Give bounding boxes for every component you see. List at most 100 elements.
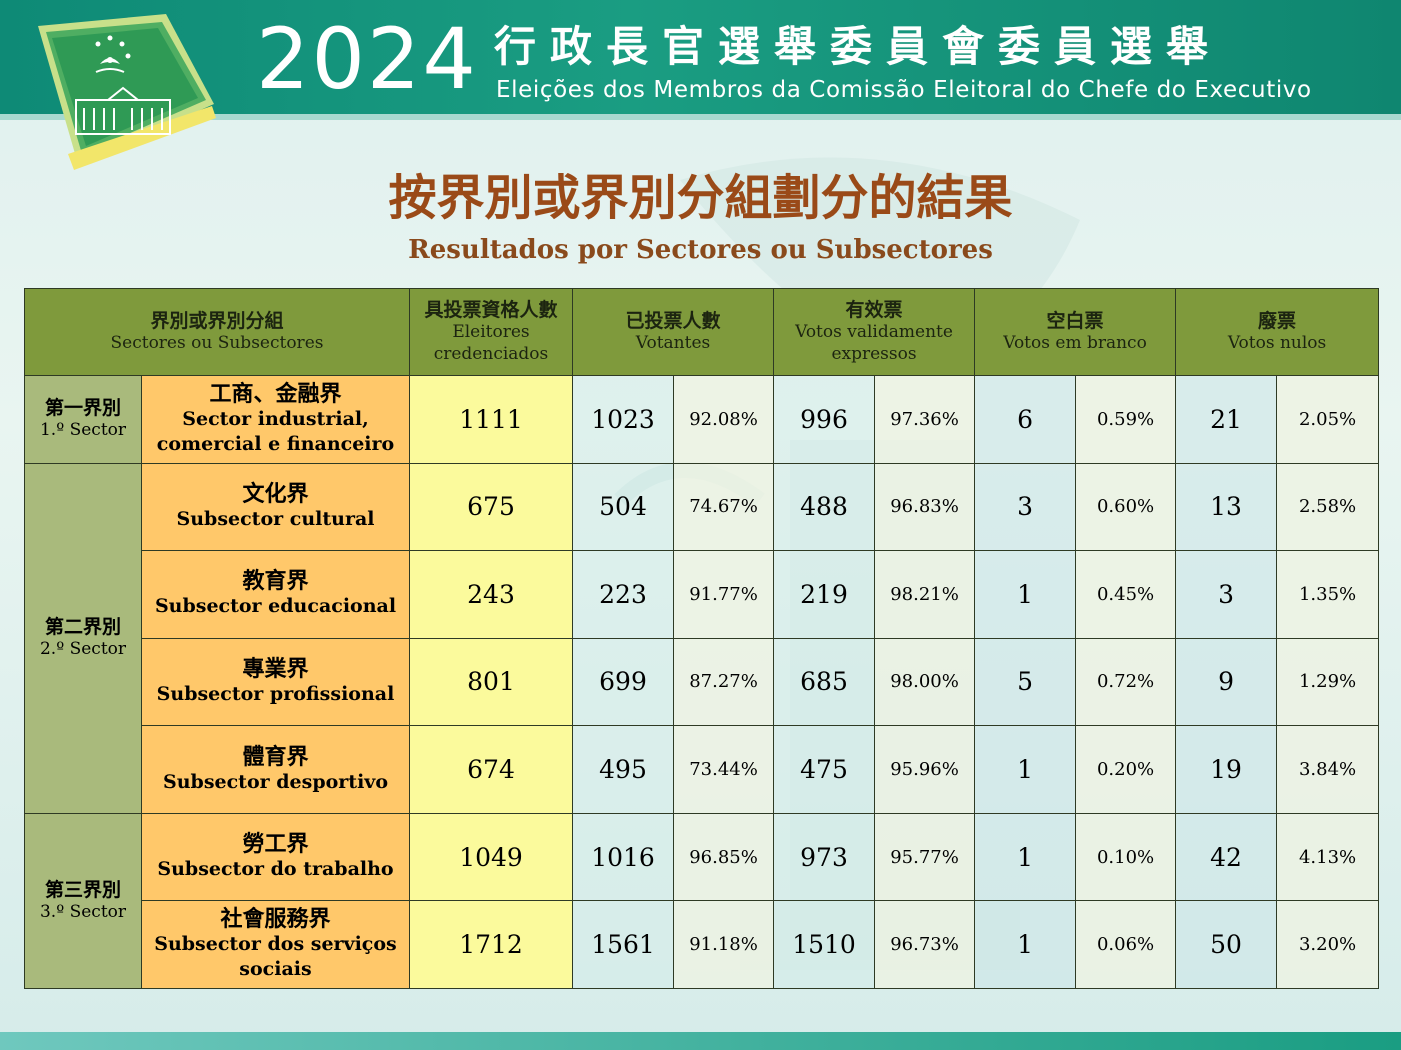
blank-percent: 0.20% <box>1075 725 1177 814</box>
eligible-count: 243 <box>409 550 573 639</box>
valid-count: 685 <box>773 637 876 727</box>
blank-percent: 0.60% <box>1075 462 1177 552</box>
sector-pt: 2.º Sector <box>39 639 127 660</box>
footer-bar <box>0 1032 1401 1050</box>
voters-count: 504 <box>572 462 674 552</box>
table-row: 教育界 Subsector educacional 243 223 91.77%… <box>25 550 1380 639</box>
voters-percent: 87.27% <box>672 637 775 727</box>
sector-1: 第一界別 1.º Sector <box>24 375 142 464</box>
voters-count: 1016 <box>572 812 674 902</box>
voters-count: 1561 <box>572 900 674 989</box>
null-percent: 3.84% <box>1276 725 1380 814</box>
subsector-cell: 工商、金融界 Sector industrial, comercial e fi… <box>141 375 410 464</box>
subsector-zh: 社會服務界 <box>220 907 331 933</box>
header-voters-zh: 已投票人數 <box>625 310 721 332</box>
blank-count: 1 <box>974 812 1077 902</box>
eligible-count: 801 <box>409 637 573 727</box>
subsector-zh: 勞工界 <box>242 832 309 858</box>
header-valid-zh: 有效票 <box>845 299 903 321</box>
subsector-zh: 工商、金融界 <box>209 381 342 407</box>
header-year: 2024 <box>256 10 478 108</box>
header-null: 廢票 Votos nulos <box>1175 288 1380 376</box>
null-count: 13 <box>1175 462 1278 552</box>
header-blank-pt: Votos em branco <box>1003 333 1147 353</box>
subsector-zh: 教育界 <box>242 569 309 595</box>
header-eligible-zh: 具投票資格人數 <box>424 299 558 321</box>
sector-zh: 第三界別 <box>44 878 121 901</box>
header-title-zh: 行政長官選舉委員會委員選舉 <box>494 22 1223 71</box>
header-null-pt: Votos nulos <box>1227 333 1327 353</box>
voters-percent: 91.18% <box>672 900 775 989</box>
header-sector: 界別或界別分組 Sectores ou Subsectores <box>24 288 410 376</box>
valid-count: 996 <box>773 375 876 464</box>
header-voters: 已投票人數 Votantes <box>571 288 775 376</box>
sector-3: 第三界別 3.º Sector <box>24 812 142 990</box>
header-eligible-pt: Eleitores credenciados <box>433 322 549 364</box>
null-percent: 2.05% <box>1276 375 1380 464</box>
blank-percent: 0.59% <box>1075 375 1177 464</box>
page-title-zh: 按界別或界別分組劃分的結果 <box>388 170 1013 226</box>
header-blank-zh: 空白票 <box>1046 310 1104 332</box>
sector-zh: 第二界別 <box>44 616 121 639</box>
eligible-count: 1111 <box>409 375 573 464</box>
valid-percent: 97.36% <box>874 375 976 464</box>
null-count: 19 <box>1175 725 1278 814</box>
header-eligible: 具投票資格人數 Eleitores credenciados <box>409 288 573 376</box>
subsector-zh: 專業界 <box>242 656 309 682</box>
blank-percent: 0.45% <box>1075 550 1177 639</box>
voters-percent: 74.67% <box>672 462 775 552</box>
voters-count: 699 <box>572 637 674 727</box>
null-count: 3 <box>1175 550 1278 639</box>
blank-percent: 0.06% <box>1075 900 1177 989</box>
table-header-row: 界別或界別分組 Sectores ou Subsectores 具投票資格人數 … <box>24 288 1380 376</box>
header-null-zh: 廢票 <box>1258 310 1297 332</box>
null-percent: 1.35% <box>1276 550 1380 639</box>
subsector-pt: Subsector profissional <box>156 682 395 705</box>
results-table: 界別或界別分組 Sectores ou Subsectores 具投票資格人數 … <box>24 288 1380 990</box>
table-row: 第三界別 3.º Sector 勞工界 Subsector do trabalh… <box>24 812 1380 990</box>
subsector-pt: Subsector do trabalho <box>157 858 394 881</box>
header-sector-pt: Sectores ou Subsectores <box>110 333 324 353</box>
subsector-cell: 專業界 Subsector profissional <box>141 637 410 727</box>
null-percent: 3.20% <box>1276 900 1380 989</box>
voters-count: 223 <box>572 550 674 639</box>
valid-percent: 96.83% <box>874 462 976 552</box>
null-count: 21 <box>1175 375 1278 464</box>
voters-count: 495 <box>572 725 674 814</box>
sector-2: 第二界別 2.º Sector <box>24 462 142 814</box>
valid-percent: 98.21% <box>874 550 976 639</box>
blank-percent: 0.10% <box>1075 812 1177 902</box>
header-sector-zh: 界別或界別分組 <box>150 310 284 332</box>
valid-percent: 95.77% <box>874 812 976 902</box>
subsector-cell: 社會服務界 Subsector dos serviços sociais <box>141 900 410 989</box>
valid-count: 973 <box>773 812 876 902</box>
subsector-pt: Sector industrial, comercial e financeir… <box>156 407 395 455</box>
subsector-zh: 文化界 <box>242 481 309 507</box>
subsector-cell: 文化界 Subsector cultural <box>141 462 410 552</box>
subsector-pt: Subsector cultural <box>176 507 375 530</box>
macao-flag-building-logo <box>38 14 216 170</box>
blank-percent: 0.72% <box>1075 637 1177 727</box>
blank-count: 3 <box>974 462 1077 552</box>
sector-zh: 第一界別 <box>44 397 121 420</box>
blank-count: 6 <box>974 375 1077 464</box>
table-row: 體育界 Subsector desportivo 674 495 73.44% … <box>25 725 1380 814</box>
valid-percent: 98.00% <box>874 637 976 727</box>
valid-percent: 96.73% <box>874 900 976 989</box>
table-row: 社會服務界 Subsector dos serviços sociais 171… <box>25 900 1380 989</box>
header-title-pt: Eleições dos Membros da Comissão Eleitor… <box>496 77 1312 103</box>
subsector-cell: 教育界 Subsector educacional <box>141 550 410 639</box>
valid-percent: 95.96% <box>874 725 976 814</box>
voters-percent: 73.44% <box>672 725 775 814</box>
table-row: 第二界別 2.º Sector 文化界 Subsector cultural 6… <box>24 462 1380 814</box>
voters-percent: 92.08% <box>672 375 775 464</box>
sector-pt: 3.º Sector <box>39 901 127 922</box>
sector-pt: 1.º Sector <box>39 420 127 441</box>
valid-count: 1510 <box>773 900 876 989</box>
blank-count: 1 <box>974 725 1077 814</box>
eligible-count: 674 <box>409 725 573 814</box>
valid-count: 219 <box>773 550 876 639</box>
eligible-count: 1049 <box>409 812 573 902</box>
null-count: 42 <box>1175 812 1278 902</box>
header-blank: 空白票 Votos em branco <box>974 288 1177 376</box>
